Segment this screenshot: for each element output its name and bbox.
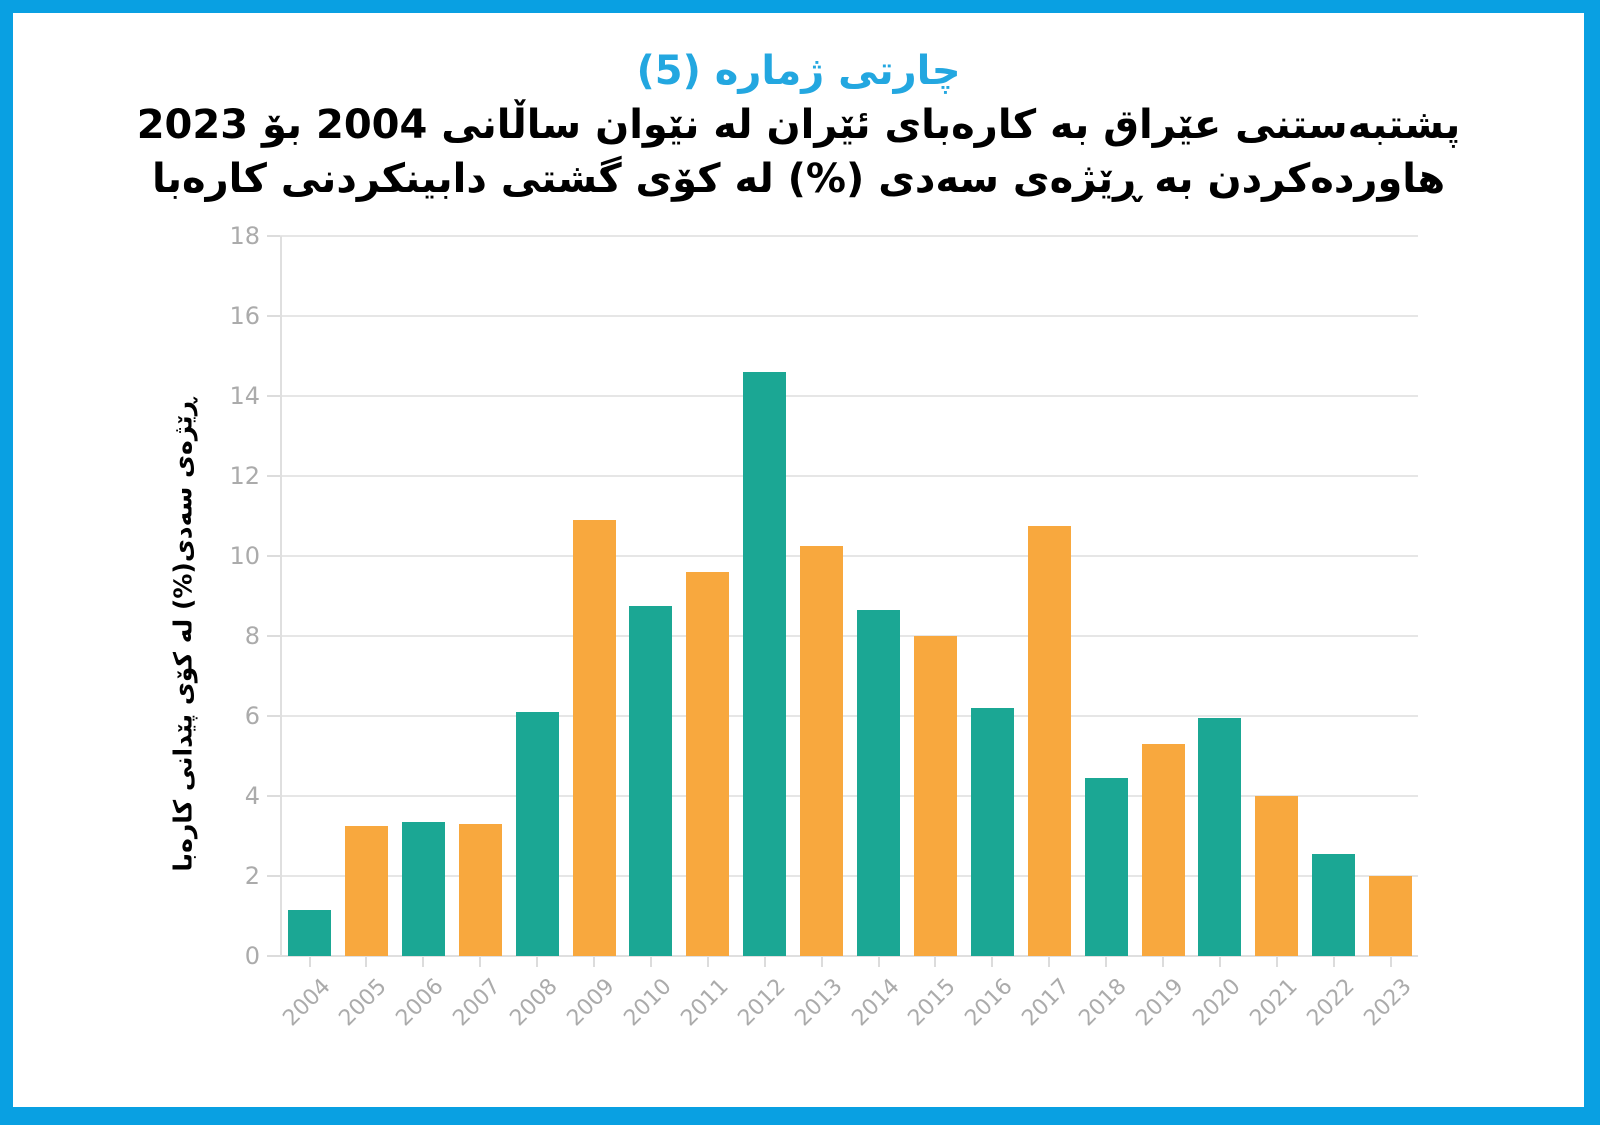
x-tick-mark-2010: [649, 957, 652, 967]
y-tick-label-18: 18: [229, 222, 260, 250]
x-tick-label-text-2023: 2023: [1358, 974, 1417, 1032]
gridline-y-6: [280, 715, 1418, 717]
x-tick-label-text-2019: 2019: [1131, 974, 1189, 1032]
y-tick-label-4: 4: [244, 782, 260, 810]
gridline-y-14: [280, 395, 1418, 397]
y-tick-mark-10: [267, 555, 280, 557]
y-tick-mark-4: [267, 795, 280, 797]
bar-2014: [857, 610, 900, 956]
x-tick-label-text-2016: 2016: [960, 974, 1018, 1032]
bar-2023: [1369, 876, 1413, 956]
x-tick-label-text-2015: 2015: [903, 974, 962, 1032]
x-tick-label-text-2004: 2004: [277, 974, 336, 1032]
x-tick-label-text-2009: 2009: [562, 974, 620, 1032]
y-tick-label-0: 0: [244, 942, 260, 970]
bar-2019: [1141, 744, 1185, 956]
bar-2022: [1312, 854, 1356, 956]
bar-2011: [686, 572, 730, 956]
plot-area: 0 2 4 6 8 10 12 14 16 18 2004 2005 2006 2007 2008 2009 2…: [13, 13, 1584, 1107]
x-tick-label-text-2008: 2008: [505, 974, 563, 1032]
bar-2016: [970, 708, 1014, 956]
bar-2006: [401, 822, 445, 956]
gridline-y-10: [280, 555, 1418, 557]
x-axis-line: [280, 955, 1418, 957]
bar-2008: [515, 712, 559, 956]
y-tick-mark-6: [267, 715, 280, 717]
bar-2015: [913, 636, 957, 956]
chart-number-title: چارتی ژماره (5): [636, 48, 961, 94]
x-tick-label-text-2020: 2020: [1188, 974, 1246, 1032]
bar-2012: [743, 372, 787, 956]
x-tick-mark-2015: [934, 957, 937, 967]
x-tick-mark-2011: [706, 957, 709, 967]
x-tick-mark-2019: [1162, 957, 1164, 967]
chart-title-line1: پشتبەستنی عێراق به کارەبای ئێران له نێوا…: [136, 102, 1461, 148]
x-tick-mark-2018: [1105, 957, 1108, 967]
y-tick-label-14: 14: [229, 382, 260, 410]
x-tick-label-text-2013: 2013: [789, 974, 848, 1032]
x-tick-mark-2013: [820, 957, 823, 967]
x-tick-mark-2023: [1389, 957, 1392, 967]
bar-2009: [572, 520, 616, 956]
x-tick-label-text-2022: 2022: [1302, 974, 1360, 1032]
y-tick-mark-0: [267, 955, 280, 957]
x-tick-label-text-2012: 2012: [733, 974, 791, 1032]
bar-2020: [1198, 718, 1242, 956]
x-tick-mark-2004: [308, 957, 311, 967]
y-tick-mark-18: [267, 235, 280, 237]
y-tick-label-10: 10: [229, 542, 260, 570]
x-tick-mark-2005: [365, 957, 368, 967]
x-tick-mark-2017: [1048, 957, 1051, 967]
bar-2018: [1084, 778, 1128, 956]
x-tick-mark-2009: [593, 957, 595, 967]
gridline-y-18: [280, 235, 1418, 237]
bar-2017: [1027, 526, 1071, 956]
y-tick-mark-8: [267, 635, 280, 637]
x-tick-mark-2016: [991, 957, 994, 967]
y-tick-mark-14: [267, 395, 280, 397]
x-tick-label-text-2017: 2017: [1017, 974, 1075, 1032]
x-tick-mark-2008: [536, 957, 539, 967]
bar-2007: [458, 824, 502, 956]
x-tick-label-text-2018: 2018: [1074, 974, 1132, 1032]
gridline-y-4: [280, 795, 1418, 797]
y-tick-label-16: 16: [229, 302, 260, 330]
gridline-y-8: [280, 635, 1418, 637]
x-tick-label-text-2021: 2021: [1245, 974, 1303, 1032]
bar-2004: [288, 910, 331, 956]
y-tick-mark-16: [267, 315, 280, 317]
x-tick-label-text-2014: 2014: [846, 974, 905, 1032]
x-tick-mark-2022: [1332, 957, 1335, 967]
y-tick-mark-12: [267, 475, 280, 477]
bar-2010: [629, 606, 673, 956]
x-tick-mark-2007: [479, 957, 482, 967]
y-tick-label-6: 6: [244, 702, 260, 730]
y-tick-label-12: 12: [229, 462, 260, 490]
y-tick-label-8: 8: [244, 622, 260, 650]
bar-2005: [344, 826, 388, 956]
gridline-y-12: [280, 475, 1418, 477]
x-tick-label-text-2011: 2011: [676, 974, 734, 1032]
bar-2021: [1255, 796, 1299, 956]
y-axis-line: [280, 236, 282, 956]
x-tick-label-text-2006: 2006: [391, 974, 449, 1032]
x-tick-label-text-2010: 2010: [619, 974, 677, 1032]
x-tick-label-text-2005: 2005: [334, 974, 393, 1032]
y-tick-mark-2: [267, 875, 280, 877]
chart-title-line2: هاوردەکردن به ڕێژەی سەدی (%) له کۆی گشتی…: [151, 156, 1446, 202]
x-tick-mark-2014: [877, 957, 880, 967]
x-tick-mark-2012: [763, 957, 766, 967]
gridline-y-16: [280, 315, 1418, 317]
x-tick-mark-2021: [1275, 957, 1278, 967]
x-tick-label-text-2007: 2007: [448, 974, 506, 1032]
x-tick-mark-2020: [1218, 957, 1221, 967]
y-tick-label-2: 2: [244, 862, 260, 890]
gridline-y-2: [280, 875, 1418, 877]
x-tick-mark-2006: [422, 957, 425, 967]
bar-2013: [800, 546, 844, 956]
